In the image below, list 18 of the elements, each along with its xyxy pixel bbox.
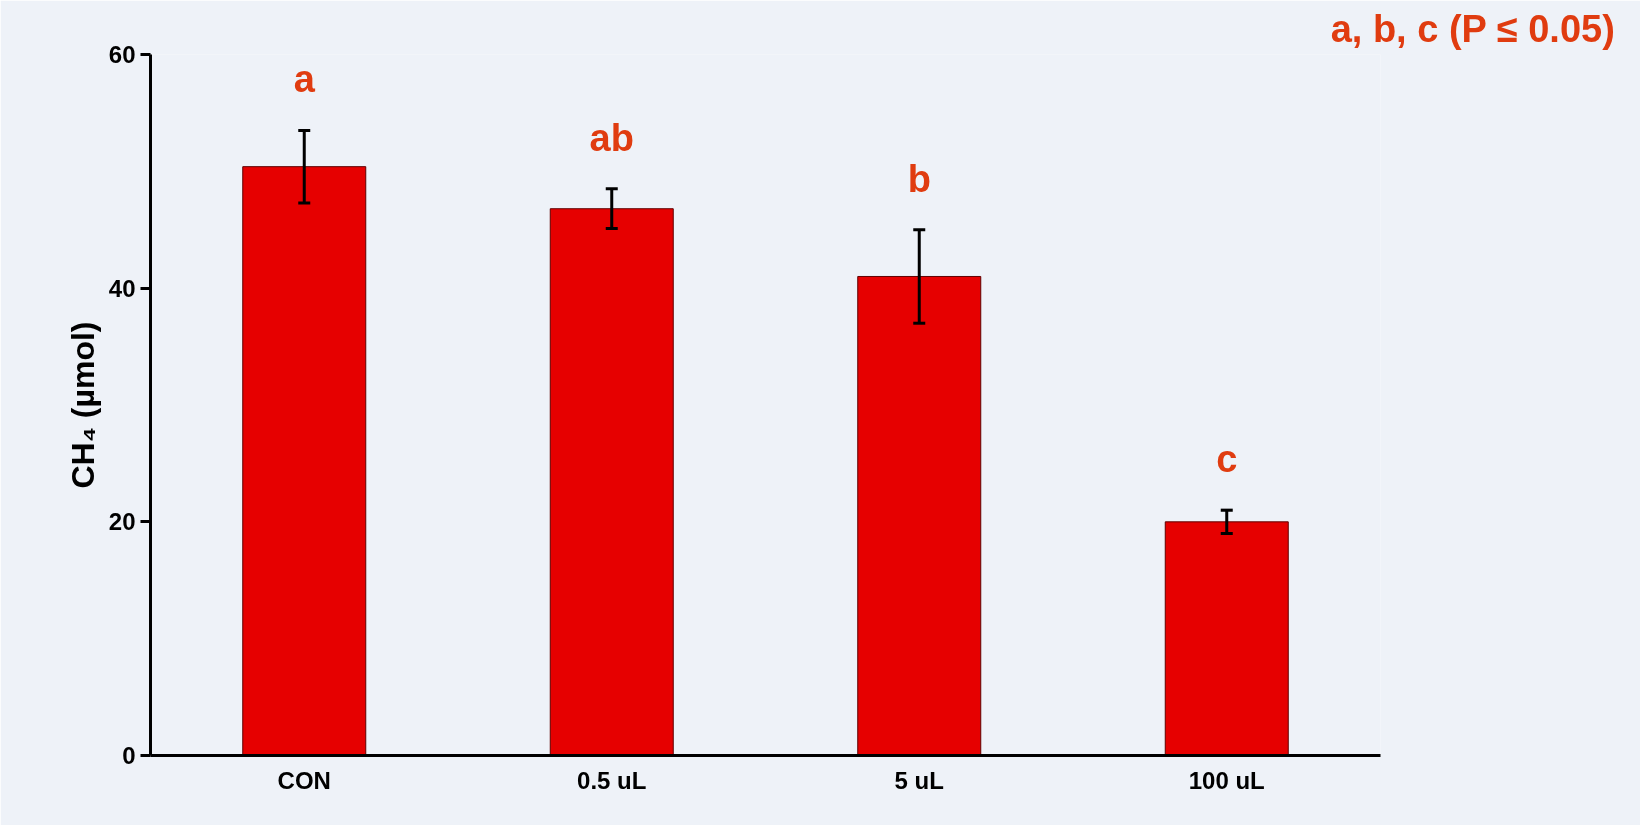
y-tick-label: 0 bbox=[122, 742, 136, 769]
annotation: b bbox=[907, 157, 931, 200]
y-tick-label: 60 bbox=[108, 41, 136, 68]
bar bbox=[242, 166, 367, 756]
x-tick-label: CON bbox=[277, 766, 331, 794]
y-tick-label: 20 bbox=[108, 508, 136, 536]
bar bbox=[1164, 521, 1289, 756]
annotation: a bbox=[293, 58, 316, 101]
annotation: c bbox=[1216, 438, 1238, 481]
y-tick-label: 40 bbox=[108, 274, 136, 302]
x-tick-label: 5 uL bbox=[894, 766, 944, 794]
annotation: ab bbox=[589, 116, 634, 159]
text: a, b, c (P ≤ 0.05) bbox=[1330, 7, 1615, 50]
bar bbox=[857, 275, 982, 756]
y-axis-title: CH₄ (µmol) bbox=[64, 321, 101, 489]
x-tick-label: 0.5 uL bbox=[577, 766, 647, 794]
bar bbox=[549, 208, 674, 756]
x-tick-label: 100 uL bbox=[1188, 766, 1265, 794]
